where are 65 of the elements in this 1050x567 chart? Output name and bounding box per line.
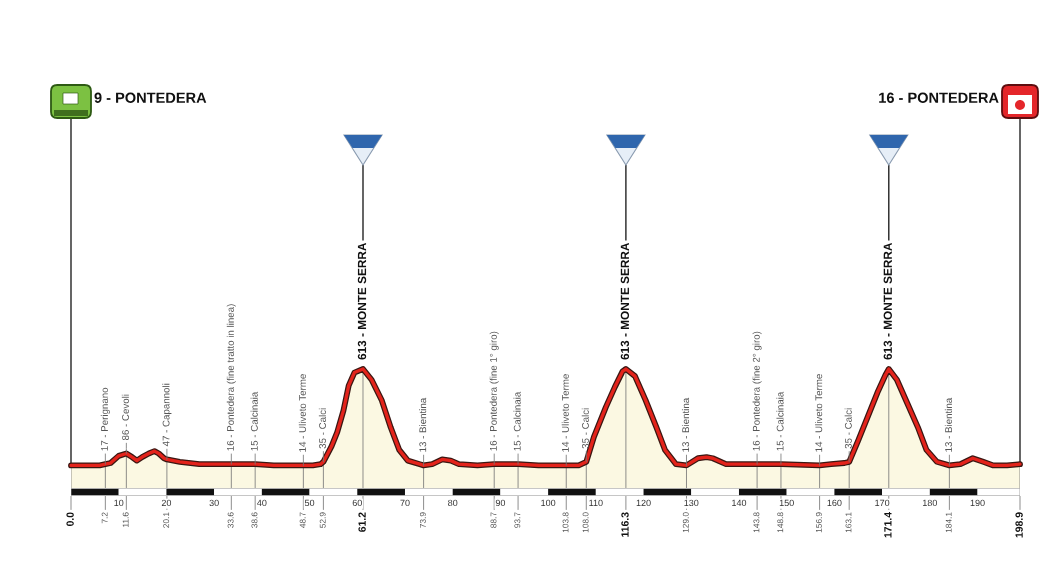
annotation: 613 - MONTE SERRA (620, 242, 630, 360)
annotation: 13 - Bientina (681, 397, 690, 452)
x2-tick-label: 190 (970, 499, 985, 507)
x-tick-label: 129.0 (682, 512, 689, 533)
annotation: 13 - Bientina (944, 397, 952, 452)
x2-tick-label: 80 (448, 499, 458, 507)
x2-tick-label: 50 (304, 499, 315, 507)
x-tick-label: 73.9 (419, 512, 426, 528)
x-tick-label: 143.8 (753, 512, 760, 533)
x-tick-label: 0.0 (66, 512, 74, 527)
annotation: 15 - Calcinaia (513, 391, 521, 451)
x-tick-label: 88.7 (490, 512, 497, 528)
text: 9 - PONTEDERA (94, 92, 207, 103)
annotation: 47 - Capannoli (162, 383, 172, 447)
x2-tick-label: 140 (732, 499, 747, 507)
x-tick-label: 20.1 (163, 512, 170, 528)
x-tick-label: 108.0 (582, 512, 589, 533)
x2-tick-label: 120 (636, 499, 651, 507)
x2-tick-label: 130 (684, 499, 699, 507)
annotation: 17 - Perignano (100, 387, 110, 451)
x-tick-label: 163.1 (845, 512, 852, 533)
x-tick-label: 103.8 (562, 512, 569, 533)
x-tick-label: 7.2 (101, 512, 108, 524)
annotation: 14 - Uliveto Terme (298, 374, 306, 452)
annotation: 15 - Calcinaia (776, 391, 784, 451)
annotation: 35 - Calci (318, 408, 327, 449)
x2-tick-label: 40 (257, 499, 267, 507)
x-tick-label: 11.6 (122, 512, 129, 527)
x-tick-label: 198.9 (1015, 512, 1023, 538)
x-tick-label: 184.1 (945, 512, 952, 533)
x2-tick-label: 30 (209, 499, 219, 507)
annotation: 35 - Calci (844, 408, 852, 449)
x-tick-label: 156.9 (815, 512, 822, 533)
x2-tick-label: 170 (875, 499, 890, 507)
x-tick-label: 116.3 (621, 512, 629, 537)
x2-tick-label: 150 (779, 499, 794, 507)
annotation: 35 - Calci (581, 408, 589, 449)
x2-tick-label: 70 (400, 499, 410, 507)
annotation: 16 - Pontedera (fine tratto in linea) (226, 304, 236, 451)
annotation: 14 - Uliveto Terme (815, 374, 823, 452)
x-tick-label: 93.7 (514, 512, 521, 528)
x2-tick-label: 100 (541, 499, 556, 507)
x-tick-label: 61.2 (358, 512, 366, 532)
x2-tick-label: 20 (161, 499, 172, 507)
x2-tick-label: 110 (589, 499, 603, 507)
x2-tick-label: 10 (114, 499, 124, 507)
x-tick-label: 48.7 (299, 512, 306, 528)
annotation: 613 - MONTE SERRA (357, 242, 367, 360)
x2-tick-label: 160 (827, 499, 842, 507)
x2-tick-label: 60 (352, 499, 362, 507)
annotation: 16 - Pontedera (fine 2° giro) (752, 331, 762, 451)
text: 16 - PONTEDERA (879, 92, 999, 103)
annotation: 14 - Uliveto Terme (561, 374, 569, 452)
x-tick-label: 171.4 (884, 512, 892, 538)
annotation: 13 - Bientina (419, 397, 427, 452)
annotation: 86 - Cevoli (121, 394, 129, 441)
annotation: 16 - Pontedera (fine 1° giro) (489, 331, 499, 451)
x2-tick-label: 180 (922, 499, 937, 507)
x-tick-label: 52.9 (319, 512, 326, 528)
x-tick-label: 33.6 (227, 512, 234, 528)
annotation: 15 - Calcinaia (250, 391, 258, 451)
annotation: 613 - MONTE SERRA (883, 242, 892, 360)
x-tick-label: 38.6 (251, 512, 258, 528)
x-tick-label: 148.8 (777, 512, 784, 533)
x2-tick-label: 90 (495, 499, 506, 507)
